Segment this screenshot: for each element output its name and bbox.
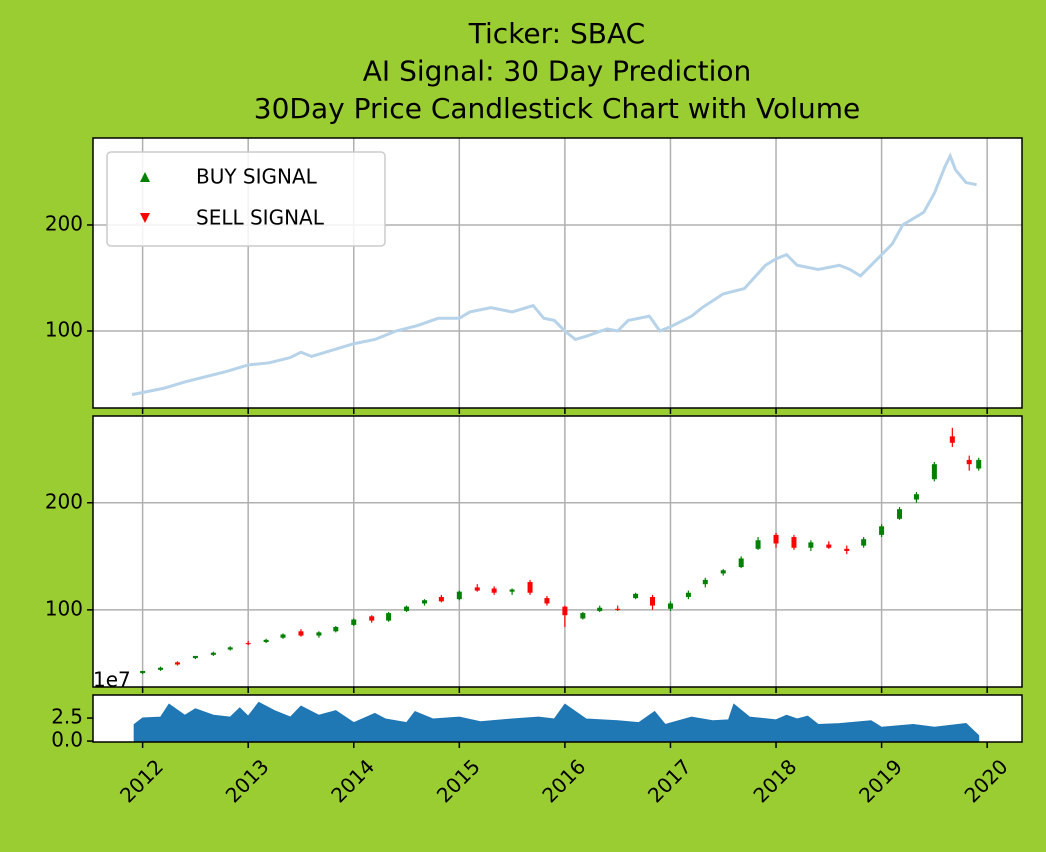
plot-frame (92, 694, 1023, 743)
candle-body (966, 459, 972, 465)
candle-body (738, 558, 744, 568)
candle-body (527, 582, 533, 593)
candle-body (210, 652, 216, 655)
candle-body (702, 579, 708, 585)
plot-frame (92, 415, 1023, 688)
candle-body (791, 537, 797, 548)
candle-body (351, 619, 357, 625)
candle-body (369, 616, 375, 621)
candle-body (544, 598, 550, 604)
candle-body (333, 627, 339, 632)
plot-area (93, 416, 1022, 687)
candle-body (140, 670, 146, 674)
candle-body (949, 436, 955, 443)
candle-body (913, 494, 919, 500)
legend-label: BUY SIGNAL (196, 165, 318, 189)
candle-body (192, 655, 198, 659)
candle-body (456, 591, 462, 600)
candle-body (615, 608, 621, 610)
volume-area (133, 701, 980, 742)
candle-body (976, 459, 982, 469)
candle-body (755, 540, 761, 549)
candle-body (438, 597, 444, 602)
candle-body (580, 613, 586, 619)
candle-body (404, 606, 410, 611)
chart-title: 30Day Price Candlestick Chart with Volum… (254, 92, 860, 125)
chart-title: Ticker: SBAC (468, 17, 645, 50)
candle-body (685, 592, 691, 598)
candle-body (421, 600, 427, 604)
candle-body (227, 647, 233, 650)
candle-body (861, 539, 867, 546)
y-tick-label: 0.0 (51, 728, 83, 752)
candle-body (897, 509, 903, 519)
candle-body (633, 593, 639, 599)
candle-body (263, 639, 269, 643)
chart-title: AI Signal: 30 Day Prediction (363, 55, 751, 88)
candle-body (597, 607, 603, 611)
legend-label: SELL SIGNAL (196, 206, 325, 230)
candle-body (509, 589, 515, 592)
price-line (131, 152, 977, 397)
y-tick-label: 100 (45, 318, 83, 342)
candle-body (650, 597, 656, 606)
candle-body (844, 548, 850, 551)
y-tick-label: 2.5 (51, 705, 83, 729)
candle-body (808, 542, 814, 548)
y-tick-label: 200 (45, 489, 83, 513)
candle-body (298, 631, 304, 636)
y-tick-label: 100 (45, 596, 83, 620)
candle-body (879, 526, 885, 535)
candle-body (491, 588, 497, 593)
candle-body (720, 570, 726, 574)
candle-body (826, 544, 832, 548)
legend-box (106, 151, 386, 247)
axis-offset: 1e7 (93, 668, 131, 692)
legend-marker (140, 213, 150, 223)
candle-body (931, 464, 937, 480)
plot-frame (92, 137, 1023, 409)
candle-body (667, 603, 673, 609)
candle-body (245, 643, 251, 645)
y-tick-label: 200 (45, 211, 83, 235)
candle-body (474, 587, 480, 591)
candle-body (174, 662, 180, 665)
candle-body (773, 534, 779, 544)
candle-body (280, 634, 286, 638)
candle-body (316, 632, 322, 636)
legend-marker (140, 172, 150, 182)
candle-body (158, 667, 164, 670)
candle-body (386, 613, 392, 621)
candle-body (562, 606, 568, 616)
